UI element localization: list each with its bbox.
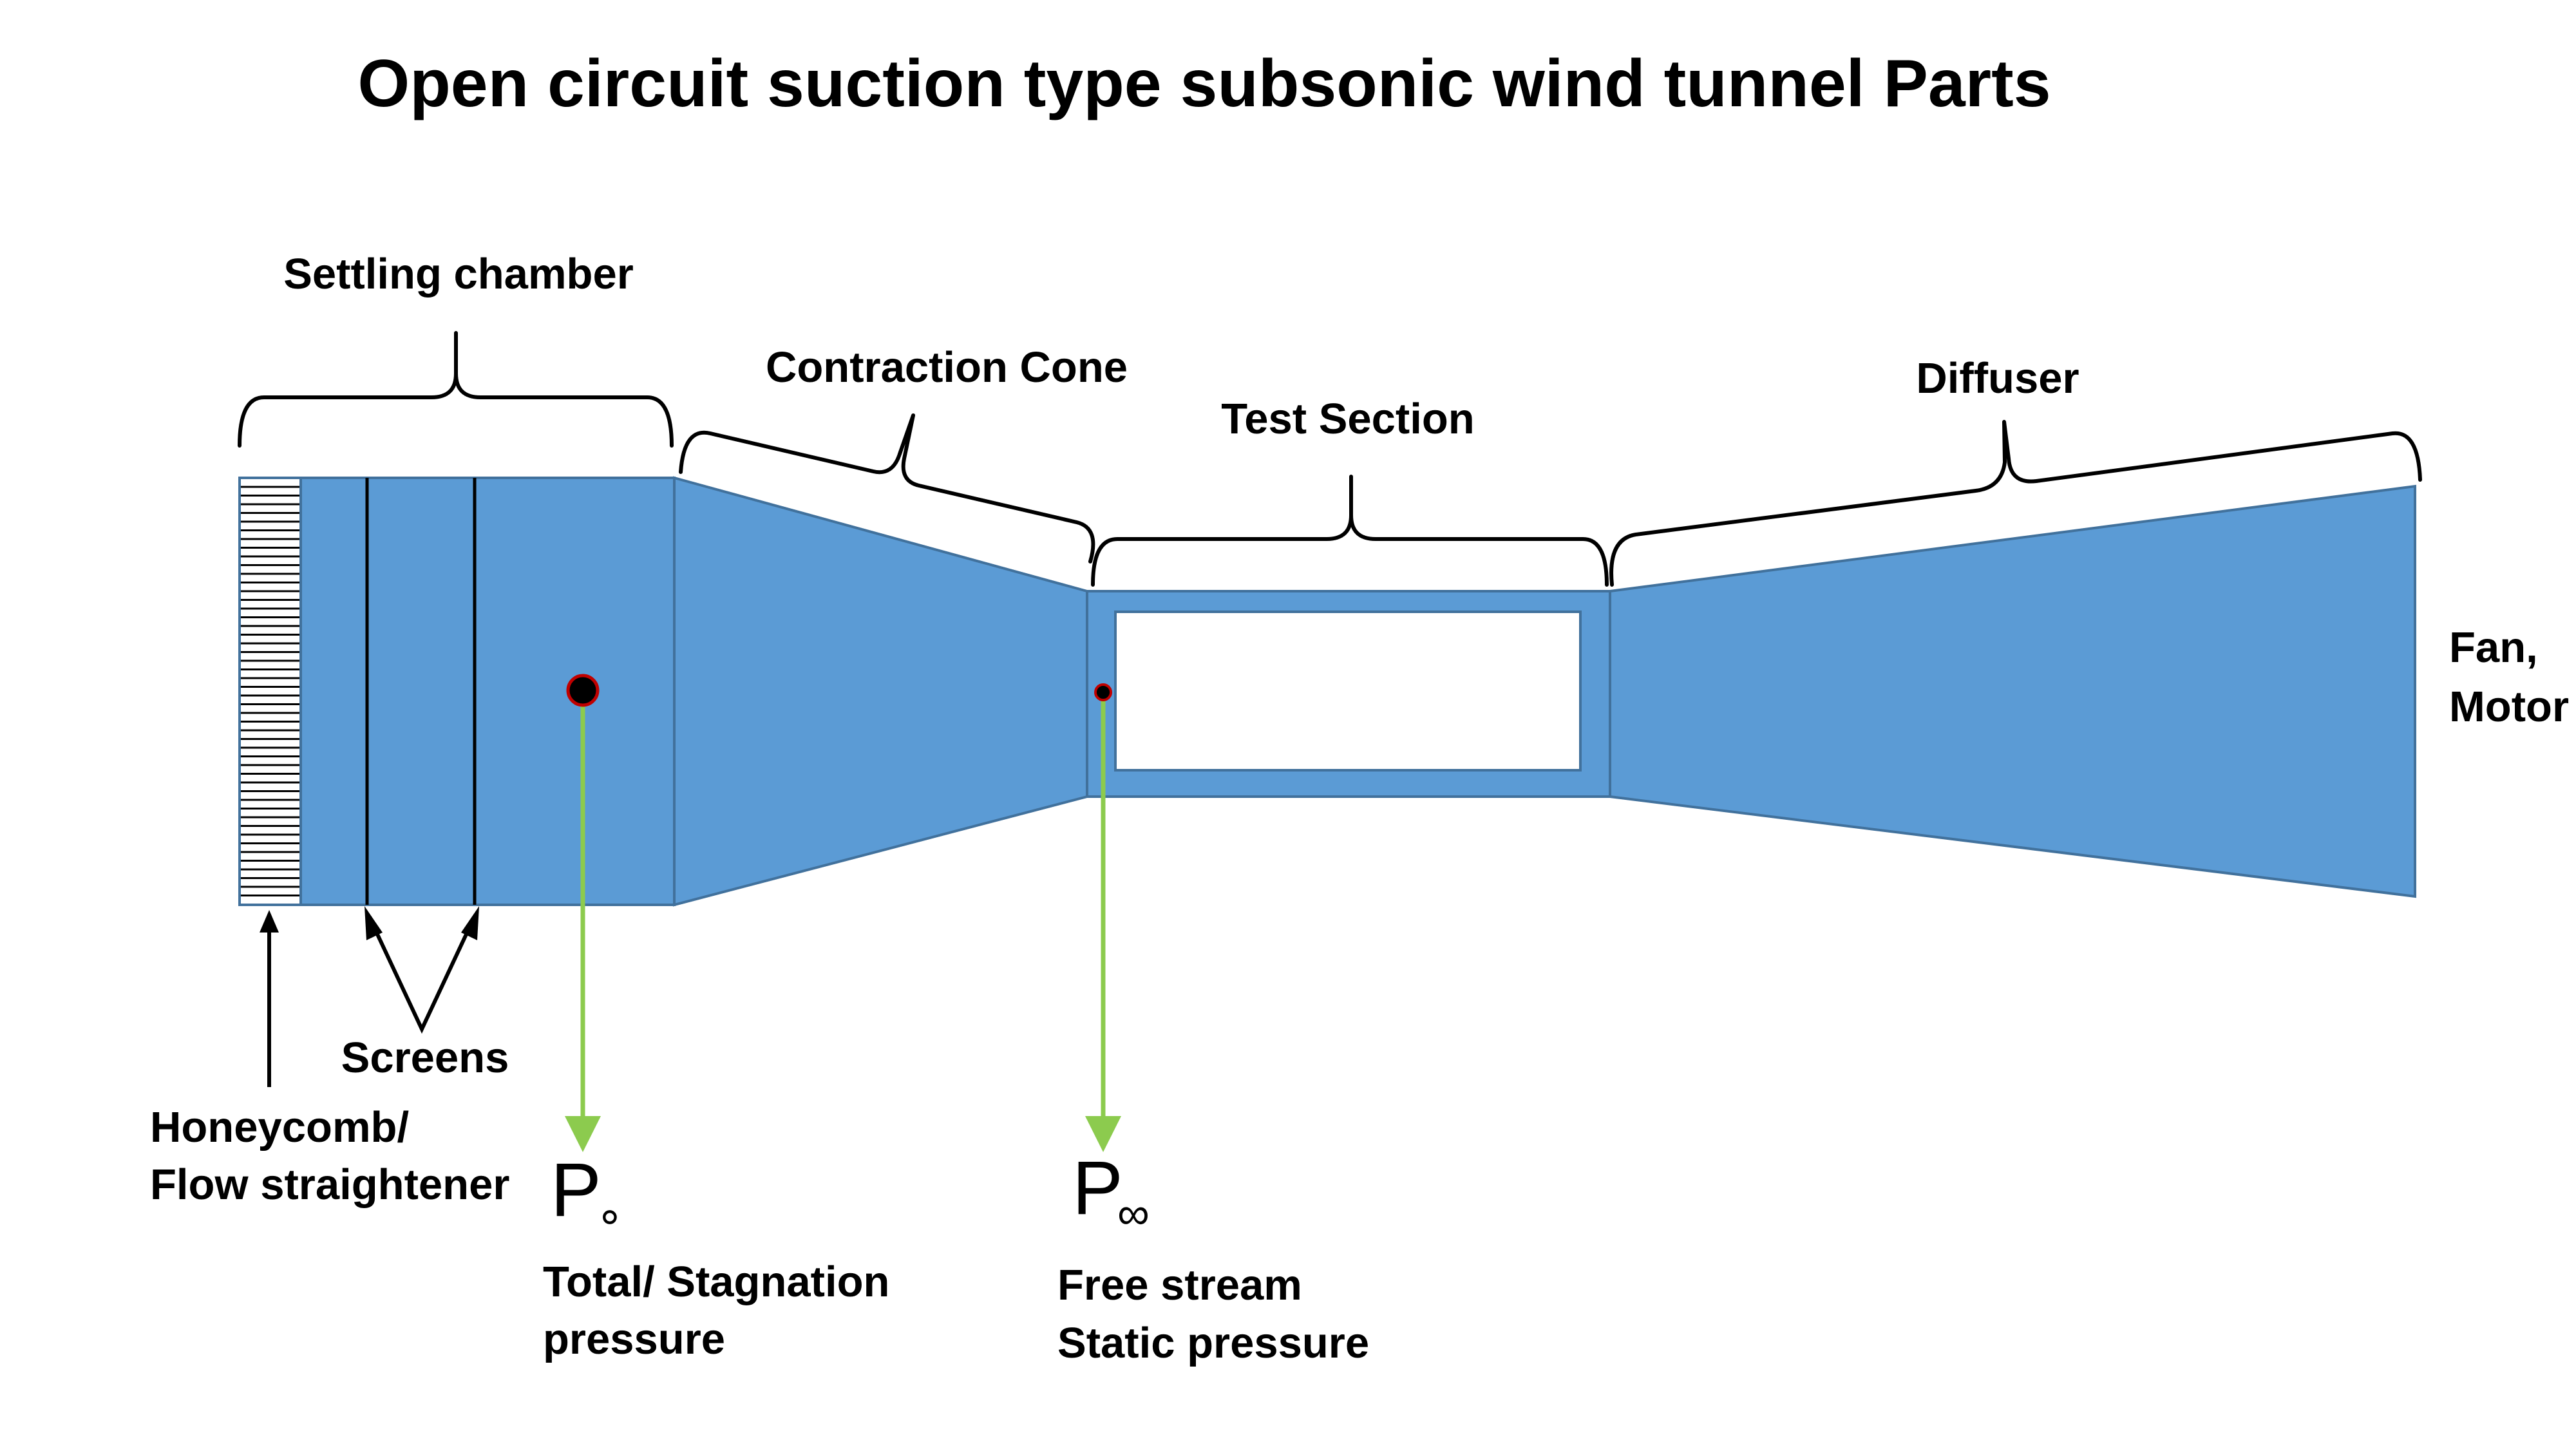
total-pressure-probe xyxy=(565,674,601,1152)
honeycomb-arrow xyxy=(260,910,279,1087)
p-total-symbol: P xyxy=(551,1148,601,1233)
static-pressure-tap xyxy=(1094,683,1112,701)
static-pressure-label-line2: Static pressure xyxy=(1057,1319,1369,1367)
static-pressure-label-line1: Free stream xyxy=(1057,1261,1302,1309)
diagram-title: Open circuit suction type subsonic wind … xyxy=(357,46,2050,121)
settling-chamber-label: Settling chamber xyxy=(283,250,634,298)
p-inf-symbol: P xyxy=(1072,1146,1123,1231)
test-section-window xyxy=(1114,611,1582,772)
fan-motor-label-line1: Fan, xyxy=(2449,623,2538,672)
total-pressure-label-line1: Total/ Stagnation xyxy=(543,1258,889,1306)
screens-label: Screens xyxy=(341,1034,509,1082)
screens-arrows xyxy=(365,906,479,1034)
settling-chamber-brace xyxy=(238,331,674,448)
honeycomb-flow-straightener xyxy=(238,477,302,906)
fan-motor-label-line2: Motor xyxy=(2449,683,2569,731)
contraction-cone-brace xyxy=(679,413,1095,564)
test-section-label: Test Section xyxy=(1221,395,1474,443)
honeycomb-label-line2: Flow straightener xyxy=(150,1160,509,1209)
total-pressure-label-line2: pressure xyxy=(543,1315,725,1363)
diffuser-body xyxy=(1609,484,2416,898)
honeycomb-label-line1: Honeycomb/ xyxy=(150,1103,409,1151)
static-pressure-probe xyxy=(1085,683,1121,1152)
p-total-subscript: ∘ xyxy=(596,1191,624,1241)
contraction-cone-body xyxy=(673,476,1088,907)
diffuser-brace xyxy=(1609,420,2422,587)
settling-chamber-body xyxy=(238,477,676,906)
contraction-cone-label: Contraction Cone xyxy=(766,343,1128,392)
test-section-brace xyxy=(1091,475,1609,587)
total-pressure-tap xyxy=(566,674,600,707)
p-inf-subscript: ∞ xyxy=(1117,1188,1150,1238)
diffuser-label: Diffuser xyxy=(1916,354,2079,402)
